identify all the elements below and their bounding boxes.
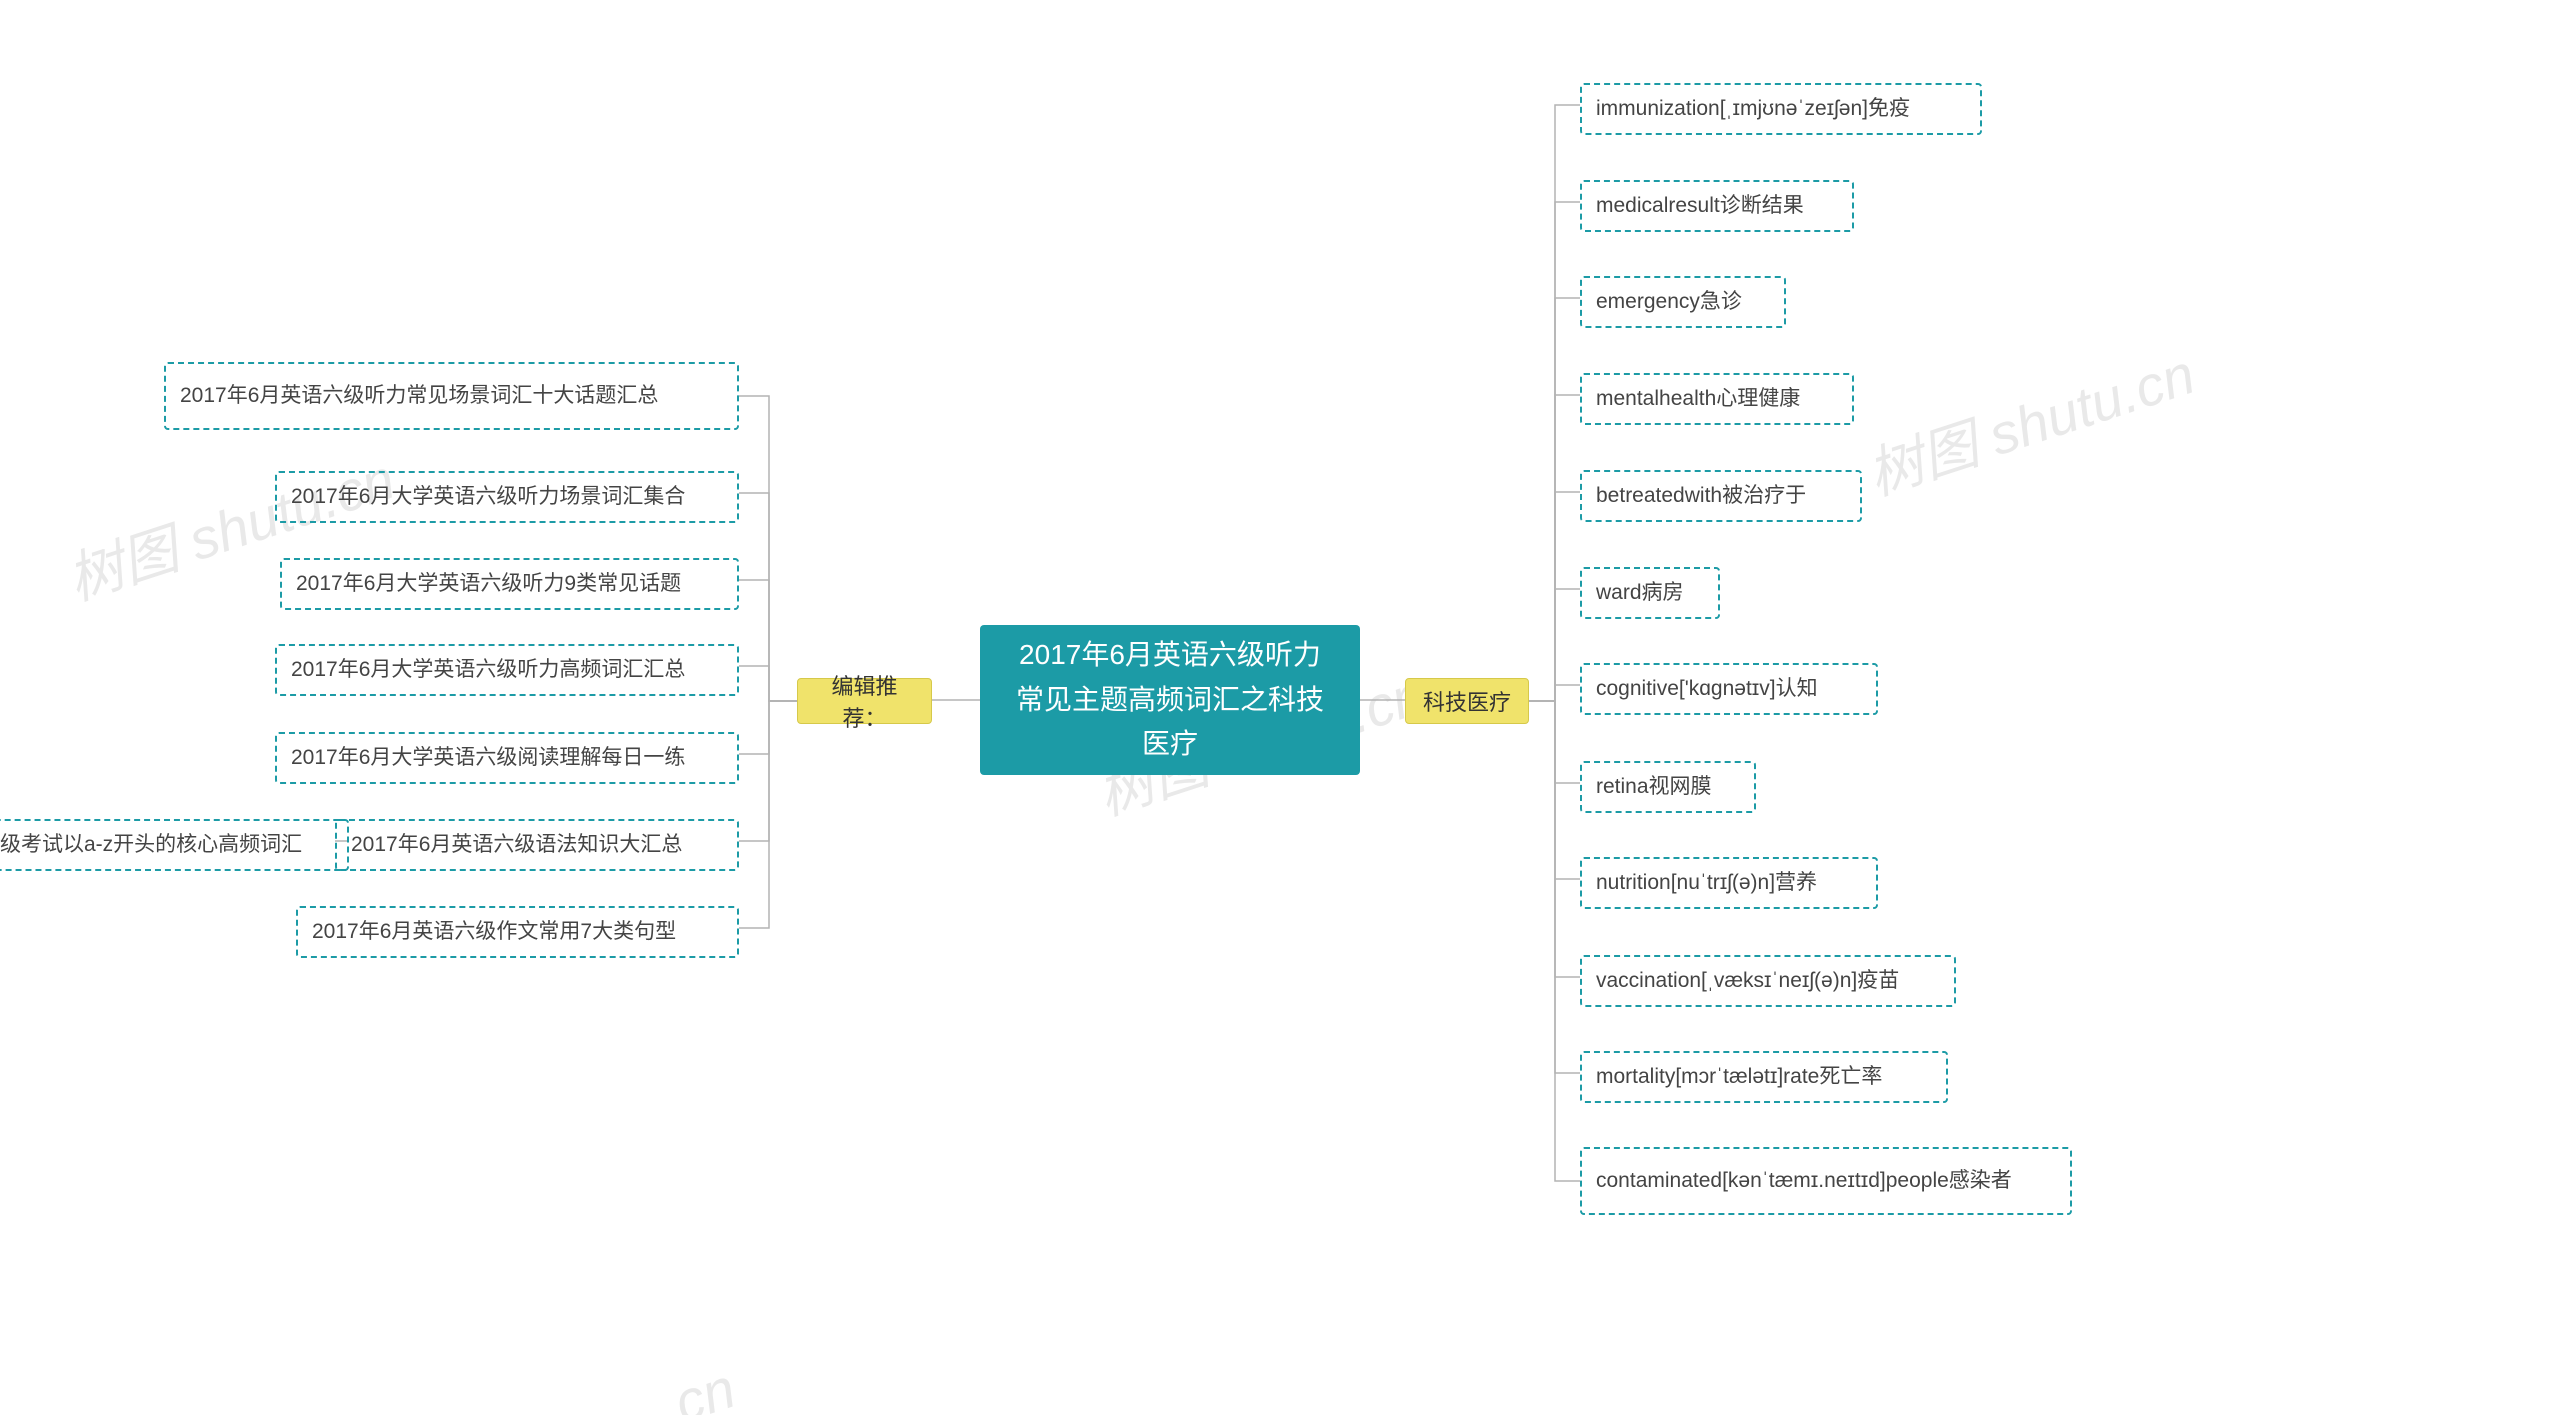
right-leaf-11[interactable]: contaminated[kənˈtæmɪ.neɪtɪd]people感染者 [1580,1147,2072,1215]
left-leaf-sub-0[interactable]: 英语六级考试以a-z开头的核心高频词汇 [0,819,349,871]
right-leaf-10[interactable]: mortality[mɔrˈtælətɪ]rate死亡率 [1580,1051,1948,1103]
right-leaf-2[interactable]: emergency急诊 [1580,276,1786,328]
right-leaf-8[interactable]: nutrition[nuˈtrɪʃ(ə)n]营养 [1580,857,1878,909]
watermark: 树图 shutu.cn [1856,330,2204,512]
mindmap-canvas: 树图 shutu.cn树图 shutu.cn树图 shutu.cn.cn树图 s… [0,0,2560,1415]
right-leaf-0[interactable]: immunization[ˌɪmjʊnəˈzeɪʃən]免疫 [1580,83,1982,135]
left-leaf-0[interactable]: 2017年6月英语六级听力常见场景词汇十大话题汇总 [164,362,739,430]
right-leaf-7[interactable]: retina视网膜 [1580,761,1756,813]
left-leaf-1[interactable]: 2017年6月大学英语六级听力场景词汇集合 [275,471,739,523]
left-leaf-5[interactable]: 2017年6月英语六级语法知识大汇总 [335,819,739,871]
root-node[interactable]: 2017年6月英语六级听力常见主题高频词汇之科技医疗 [980,625,1360,775]
right-leaf-5[interactable]: ward病房 [1580,567,1720,619]
right-leaf-1[interactable]: medicalresult诊断结果 [1580,180,1854,232]
left-leaf-6[interactable]: 2017年6月英语六级作文常用7大类句型 [296,906,739,958]
left-leaf-4[interactable]: 2017年6月大学英语六级阅读理解每日一练 [275,732,739,784]
left-leaf-3[interactable]: 2017年6月大学英语六级听力高频词汇汇总 [275,644,739,696]
right-leaf-4[interactable]: betreatedwith被治疗于 [1580,470,1862,522]
right-hub-tech-medical[interactable]: 科技医疗 [1405,678,1529,724]
right-leaf-3[interactable]: mentalhealth心理健康 [1580,373,1854,425]
left-leaf-2[interactable]: 2017年6月大学英语六级听力9类常见话题 [280,558,739,610]
right-leaf-6[interactable]: cognitive['kɑgnətɪv]认知 [1580,663,1878,715]
right-leaf-9[interactable]: vaccination[ˌvæksɪˈneɪʃ(ə)n]疫苗 [1580,955,1956,1007]
left-hub-editor-picks[interactable]: 编辑推荐： [797,678,932,724]
watermark: .cn [652,1355,743,1415]
